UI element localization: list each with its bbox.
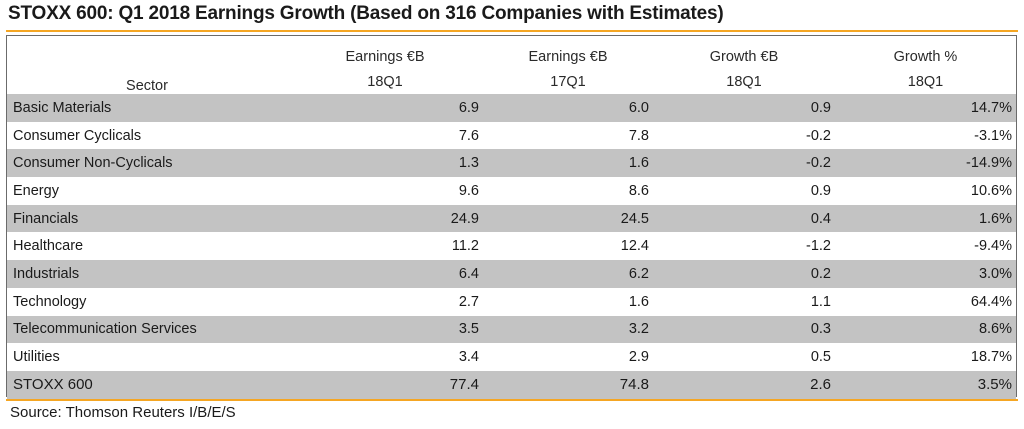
value-cell: 3.2 <box>483 315 653 344</box>
value-cell: -0.2 <box>653 149 835 178</box>
value-cell: -1.2 <box>806 238 831 255</box>
value-cell: 12.4 <box>620 238 649 255</box>
value-cell: 6.9 <box>287 94 483 122</box>
table-row: Industrials 6.4 6.2 0.2 3.0% <box>7 260 1016 288</box>
sector-cell: STOXX 600 <box>7 370 287 399</box>
value-cell: -14.9% <box>835 149 1016 178</box>
value-cell: 6.0 <box>483 94 653 122</box>
bottom-accent-rule <box>6 399 1018 401</box>
value-cell: -9.4% <box>974 238 1012 255</box>
header-sector: Sector <box>126 78 168 94</box>
table-row: Basic Materials 6.9 6.0 0.9 14.7% <box>7 94 1016 122</box>
value-cell: 3.5% <box>835 370 1016 399</box>
value-cell: 74.8 <box>483 370 653 399</box>
header-growth-pct: Growth % <box>893 48 958 65</box>
value-cell: 18.7% <box>970 349 1012 366</box>
earnings-table-frame: Sector Earnings €B Earnings €B Growth €B… <box>6 35 1017 399</box>
value-cell: 2.9 <box>628 349 649 366</box>
sector-cell: Consumer Non-Cyclicals <box>7 149 287 178</box>
value-cell: 6.4 <box>287 260 483 288</box>
sector-cell: Consumer Cyclicals <box>13 127 142 144</box>
table-body: Basic Materials 6.9 6.0 0.9 14.7% Consumer Cy… <box>7 94 1016 399</box>
table-row: Telecommunication Services 3.5 3.2 0.3 8.6% <box>7 315 1016 344</box>
top-accent-rule <box>6 30 1018 32</box>
value-cell: 7.8 <box>628 127 649 144</box>
value-cell: 2.6 <box>653 370 835 399</box>
value-cell: 1.6 <box>483 149 653 178</box>
header-period-17q1: 17Q1 <box>550 73 586 90</box>
table-row: Energy 9.6 8.6 0.9 10.6% <box>7 177 1016 205</box>
value-cell: 24.5 <box>483 204 653 233</box>
chart-title: STOXX 600: Q1 2018 Earnings Growth (Base… <box>8 3 724 24</box>
value-cell: 64.4% <box>970 293 1012 310</box>
value-cell: 6.2 <box>483 260 653 288</box>
value-cell: 2.7 <box>458 293 479 310</box>
value-cell: 14.7% <box>835 94 1016 122</box>
sector-cell: Industrials <box>7 260 287 288</box>
header-earnings-18q1: Earnings €B <box>345 48 425 65</box>
sector-cell: Basic Materials <box>7 94 287 122</box>
header-period-growth-pct: 18Q1 <box>907 73 944 90</box>
value-cell: 1.6% <box>835 204 1016 233</box>
source-note: Source: Thomson Reuters I/B/E/S <box>10 404 236 421</box>
earnings-table: Sector Earnings €B Earnings €B Growth €B… <box>7 36 1016 399</box>
sector-cell: Healthcare <box>13 238 84 255</box>
value-cell: 3.0% <box>835 260 1016 288</box>
value-cell: 0.2 <box>653 260 835 288</box>
header-period-growth-eur: 18Q1 <box>726 73 762 90</box>
table-row: Financials 24.9 24.5 0.4 1.6% <box>7 204 1016 233</box>
value-cell: 3.5 <box>287 315 483 344</box>
value-cell: 0.9 <box>810 182 831 199</box>
table-header: Sector Earnings €B Earnings €B Growth €B… <box>7 36 1016 95</box>
value-cell: 0.9 <box>653 94 835 122</box>
value-cell: 0.3 <box>653 315 835 344</box>
value-cell: -3.1% <box>974 127 1012 144</box>
value-cell: -0.2 <box>806 127 831 144</box>
value-cell: 8.6% <box>835 315 1016 344</box>
value-cell: 1.3 <box>287 149 483 178</box>
value-cell: 1.1 <box>810 293 831 310</box>
table-row: Consumer Non-Cyclicals 1.3 1.6 -0.2 -14.9% <box>7 149 1016 178</box>
table-row: Technology 2.7 1.6 1.1 64.4% <box>7 288 1016 316</box>
total-row: STOXX 600 77.4 74.8 2.6 3.5% <box>7 370 1016 399</box>
sector-cell: Telecommunication Services <box>7 315 287 344</box>
header-growth-eur: Growth €B <box>709 48 779 65</box>
header-period-18q1: 18Q1 <box>367 73 403 90</box>
value-cell: 9.6 <box>458 182 479 199</box>
value-cell: 8.6 <box>628 182 649 199</box>
value-cell: 10.6% <box>970 182 1012 199</box>
value-cell: 77.4 <box>287 370 483 399</box>
value-cell: 1.6 <box>628 293 649 310</box>
value-cell: 3.4 <box>458 349 479 366</box>
sector-cell: Utilities <box>13 349 60 366</box>
table-row: Consumer Cyclicals 7.6 7.8 -0.2 -3.1% <box>7 122 1016 150</box>
value-cell: 24.9 <box>287 204 483 233</box>
value-cell: 0.4 <box>653 204 835 233</box>
header-earnings-17q1: Earnings €B <box>528 48 608 65</box>
table-row: Utilities 3.4 2.9 0.5 18.7% <box>7 343 1016 371</box>
sector-cell: Financials <box>7 204 287 233</box>
value-cell: 7.6 <box>458 127 479 144</box>
sector-cell: Technology <box>13 293 87 310</box>
value-cell: 11.2 <box>451 238 479 255</box>
table-row: Healthcare 11.2 12.4 -1.2 -9.4% <box>7 232 1016 260</box>
value-cell: 0.5 <box>810 349 831 366</box>
sector-cell: Energy <box>13 182 59 199</box>
